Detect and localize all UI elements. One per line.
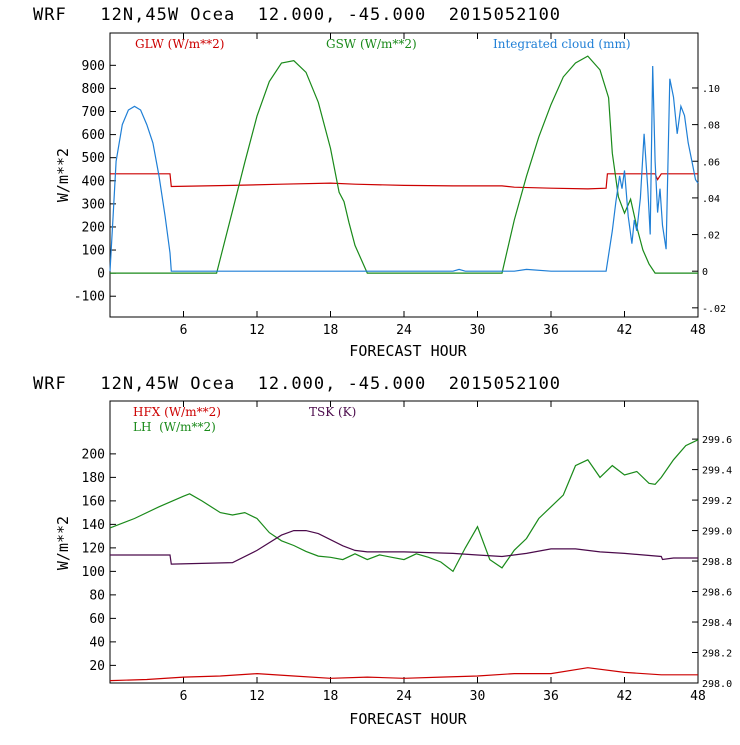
bottom-x-axis-label: FORECAST HOUR xyxy=(349,710,467,728)
legend-tsk: TSK (K) xyxy=(309,405,356,419)
top-plot-frame xyxy=(109,32,699,318)
top-y-tick-label-400: 400 xyxy=(82,174,105,189)
top-y2-tick-label-0: 0 xyxy=(702,267,708,278)
bottom-y-tick-label-200: 200 xyxy=(82,447,105,462)
bottom-x-tick-label-12: 12 xyxy=(249,689,265,704)
top-series-glw xyxy=(110,173,698,190)
legend-glw: GLW (W/m**2) xyxy=(135,37,224,51)
top-y-tick-label-800: 800 xyxy=(82,82,105,97)
bottom-x-tick-label-36: 36 xyxy=(543,689,559,704)
bottom-y-tick-label-180: 180 xyxy=(82,471,105,486)
top-left-y-axis: -100 0 100 200 300 400 500 600 700 800 900 xyxy=(74,59,116,305)
top-y-tick-label-700: 700 xyxy=(82,105,105,120)
bottom-right-y-axis: 298.0 298.2 298.4 298.6 298.8 299.0 299.2 299.4… xyxy=(692,435,732,690)
top-x-tick-label-18: 18 xyxy=(323,323,339,338)
bottom-plot-frame xyxy=(109,400,699,684)
top-series-integrated-cloud xyxy=(109,65,699,272)
legend-lh: LH (W/m**2) xyxy=(133,420,216,434)
top-y-tick-label-200: 200 xyxy=(82,220,105,235)
bottom-series-tsk xyxy=(110,529,698,565)
bottom-y-tick-label-60: 60 xyxy=(89,612,105,627)
top-x-tick-label-48: 48 xyxy=(690,323,706,338)
bottom-y2-tick-label-299-4: 299.4 xyxy=(702,466,732,477)
top-x-tick-label-24: 24 xyxy=(396,323,412,338)
bottom-y-axis-label: W/m**2 xyxy=(54,516,72,570)
top-series-gsw xyxy=(110,55,698,274)
top-x-axis-label: FORECAST HOUR xyxy=(349,342,467,360)
bottom-x-tick-label-18: 18 xyxy=(323,689,339,704)
bottom-x-axis: 6 12 18 24 30 36 42 48 xyxy=(180,401,706,704)
top-y-tick-label-100: 100 xyxy=(82,244,105,259)
top-y-tick-label-300: 300 xyxy=(82,197,105,212)
bottom-series-hfx xyxy=(109,667,698,682)
top-y2-tick-label-06: .06 xyxy=(702,157,720,168)
bottom-y-tick-label-40: 40 xyxy=(89,635,105,650)
top-x-tick-label-12: 12 xyxy=(249,323,265,338)
top-y-tick-label-500: 500 xyxy=(82,151,105,166)
bottom-series-lh xyxy=(109,439,699,573)
legend-integrated-cloud: Integrated cloud (mm) xyxy=(493,37,631,51)
legend-hfx: HFX (W/m**2) xyxy=(133,405,221,419)
top-x-tick-label-36: 36 xyxy=(543,323,559,338)
bottom-y2-tick-label-299-0: 299.0 xyxy=(702,527,732,538)
bottom-x-tick-label-6: 6 xyxy=(180,689,188,704)
top-y2-tick-label-02: .02 xyxy=(702,231,720,242)
bottom-y2-tick-label-298-0: 298.0 xyxy=(702,679,732,690)
bottom-y-tick-label-100: 100 xyxy=(82,565,105,580)
top-x-tick-label-30: 30 xyxy=(470,323,486,338)
bottom-y-tick-label-160: 160 xyxy=(82,494,105,509)
top-y-tick-label-900: 900 xyxy=(82,59,105,74)
top-y-tick-label-600: 600 xyxy=(82,128,105,143)
top-x-tick-label-6: 6 xyxy=(180,323,188,338)
top-y-tick-label-100: -100 xyxy=(74,290,105,305)
top-x-tick-label-42: 42 xyxy=(617,323,633,338)
bottom-x-tick-label-30: 30 xyxy=(470,689,486,704)
bottom-chart-panel: WRF 12N,45W Ocea 12.000, -45.000 2015052… xyxy=(33,374,732,728)
top-y2-tick-label-08: .08 xyxy=(702,121,720,132)
bottom-x-tick-label-24: 24 xyxy=(396,689,412,704)
top-series-lines xyxy=(109,55,699,274)
bottom-y2-tick-label-299-6: 299.6 xyxy=(702,435,732,446)
bottom-x-tick-label-42: 42 xyxy=(617,689,633,704)
bottom-y2-tick-label-298-6: 298.6 xyxy=(702,588,732,599)
bottom-y2-tick-label-299-2: 299.2 xyxy=(702,496,732,507)
top-y2-tick-label-02: -.02 xyxy=(702,304,726,315)
bottom-y2-tick-label-298-8: 298.8 xyxy=(702,557,732,568)
bottom-y-tick-label-80: 80 xyxy=(89,588,105,603)
bottom-left-y-axis: 20 40 60 80 100 120 140 160 180 200 xyxy=(82,447,116,674)
top-x-axis: 6 12 18 24 30 36 42 48 xyxy=(180,33,706,338)
bottom-x-tick-label-48: 48 xyxy=(690,689,706,704)
bottom-y2-tick-label-298-2: 298.2 xyxy=(702,649,732,660)
bottom-y2-tick-label-298-4: 298.4 xyxy=(702,618,732,629)
top-chart-title: WRF 12N,45W Ocea 12.000, -45.000 2015052… xyxy=(33,5,561,25)
bottom-chart-title: WRF 12N,45W Ocea 12.000, -45.000 2015052… xyxy=(33,374,561,394)
bottom-y-tick-label-120: 120 xyxy=(82,541,105,556)
bottom-y-tick-label-140: 140 xyxy=(82,518,105,533)
top-y2-tick-label-10: .10 xyxy=(702,84,720,95)
bottom-series-lines xyxy=(109,439,699,682)
top-right-y-axis: -.02 0 .02 .04 .06 .08 .10 xyxy=(692,84,726,315)
top-y-axis-label: W/m**2 xyxy=(54,148,72,202)
top-y2-tick-label-04: .04 xyxy=(702,194,720,205)
top-y-tick-label-0: 0 xyxy=(97,267,105,282)
legend-gsw: GSW (W/m**2) xyxy=(326,37,417,51)
top-chart-panel: WRF 12N,45W Ocea 12.000, -45.000 2015052… xyxy=(33,5,726,360)
bottom-y-tick-label-20: 20 xyxy=(89,659,105,674)
